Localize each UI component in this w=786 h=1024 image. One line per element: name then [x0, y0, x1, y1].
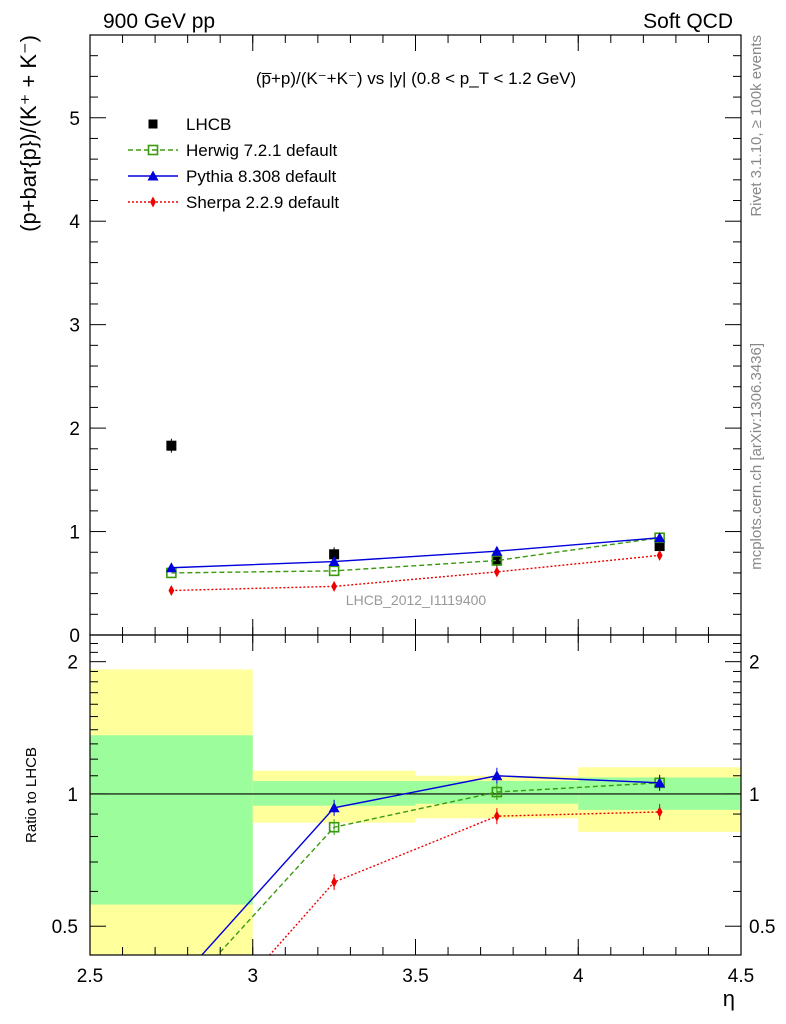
ratio-y-tick-label-right: 1: [749, 785, 760, 806]
mcplots-label: mcplots.cern.ch [arXiv:1306.3436]: [748, 343, 765, 570]
main-y-axis-label-text: (p+bar{p})/(K⁺ + K⁻): [16, 35, 41, 232]
ratio-y-tick-label-right: 0.5: [749, 917, 775, 938]
data-point-pythia: [491, 545, 503, 556]
ratio-point-pythia: [328, 802, 340, 813]
ratio-point-sherpa: [656, 806, 663, 818]
data-point-pythia: [654, 532, 666, 543]
data-point-sherpa: [168, 585, 175, 597]
series-herwig: [166, 532, 665, 579]
legend-label-herwig: Herwig 7.2.1 default: [186, 141, 337, 160]
legend: LHCB Herwig 7.2.1 default Pythia 8.308 def…: [128, 115, 339, 212]
legend-entry-sherpa: Sherpa 2.2.9 default: [128, 193, 339, 212]
data-point-sherpa: [493, 566, 500, 578]
legend-marker-data: [148, 119, 158, 129]
ratio-point-pythia: [654, 777, 666, 788]
series-line-herwig: [171, 537, 660, 574]
y-tick-label: 2: [69, 419, 80, 440]
main-y-axis-label: (p+bar{p})/(K⁺ + K⁻): [16, 35, 41, 232]
ratio-point-pythia: [491, 770, 503, 781]
data-point-sherpa: [656, 549, 663, 561]
series-line-pythia: [171, 537, 660, 569]
ratio-y-tick-label: 1: [67, 785, 78, 806]
y-tick-label: 0: [69, 626, 80, 647]
header-left: 900 GeV pp: [103, 10, 215, 33]
x-tick-label: 2.5: [77, 966, 103, 987]
legend-label-data: LHCB: [186, 115, 231, 134]
y-tick-label: 1: [69, 523, 80, 544]
data-point-herwig: [328, 565, 340, 577]
data-point-herwig: [491, 555, 503, 566]
legend-label-pythia: Pythia 8.308 default: [186, 167, 337, 186]
ratio-series-sherpa: [268, 803, 663, 955]
x-tick-label: 3: [247, 966, 258, 987]
ratio-plot-frame: 0.5 0.5 1 1 2 2 2.5 3 3.5 4 4.5: [52, 634, 775, 987]
ratio-y-axis-label: Ratio to LHCB: [23, 747, 40, 843]
data-point-data: [491, 555, 502, 566]
data-point-data: [329, 549, 340, 560]
ratio-point-sherpa: [493, 810, 500, 822]
ratio-y-tick-label: 2: [67, 653, 78, 674]
x-tick-label: 3.5: [402, 966, 428, 987]
ratio-series-pythia: [200, 767, 666, 955]
x-axis-label: η: [723, 986, 735, 1011]
analysis-watermark: LHCB_2012_I1119400: [346, 592, 487, 608]
y-tick-label: 4: [69, 212, 80, 233]
data-point-pythia: [165, 562, 177, 573]
legend-marker-sherpa: [150, 196, 156, 208]
legend-entry-data: LHCB: [148, 115, 231, 134]
ratio-y-tick-label-right: 2: [749, 653, 760, 674]
ratio-point-herwig: [328, 821, 340, 833]
main-series-layer: [165, 438, 666, 597]
ratio-line-herwig: [216, 782, 660, 955]
plot-title: (p̅+p)/(K⁻+K⁻) vs |y| (0.8 < p_T < 1.2 G…: [256, 69, 576, 88]
rivet-label: Rivet 3.1.10, ≥ 100k events: [748, 35, 765, 217]
series-pythia: [165, 532, 666, 573]
legend-marker-pythia: [147, 170, 159, 181]
y-tick-label: 5: [69, 109, 80, 130]
band-inner: [90, 735, 253, 905]
header-right: Soft QCD: [643, 10, 733, 33]
data-point-sherpa: [331, 580, 338, 592]
ratio-point-herwig: [491, 786, 503, 798]
main-plot-frame: 0 1 2 3 4 5: [69, 34, 742, 647]
ratio-line-sherpa: [268, 811, 660, 955]
ratio-series-layer: [90, 767, 741, 955]
y-tick-label: 3: [69, 316, 80, 337]
data-point-data: [654, 541, 665, 552]
x-tick-label: 4: [573, 966, 584, 987]
data-point-pythia: [328, 556, 340, 567]
data-point-data: [166, 440, 177, 451]
series-sherpa: [168, 549, 663, 597]
plot-title-text: (p̅+p)/(K⁻+K⁻) vs |y| (0.8 < p_T < 1.2 G…: [256, 69, 576, 88]
ratio-uncertainty-bands: [90, 669, 741, 955]
ratio-y-tick-label: 0.5: [52, 917, 78, 938]
ratio-point-sherpa: [331, 876, 338, 888]
series-line-sherpa: [171, 554, 660, 592]
legend-label-sherpa: Sherpa 2.2.9 default: [186, 193, 339, 212]
ratio-line-pythia: [200, 775, 660, 955]
legend-entry-herwig: Herwig 7.2.1 default: [128, 141, 337, 160]
x-tick-label: 4.5: [728, 966, 754, 987]
legend-entry-pythia: Pythia 8.308 default: [128, 167, 337, 186]
legend-marker-herwig: [147, 144, 159, 156]
